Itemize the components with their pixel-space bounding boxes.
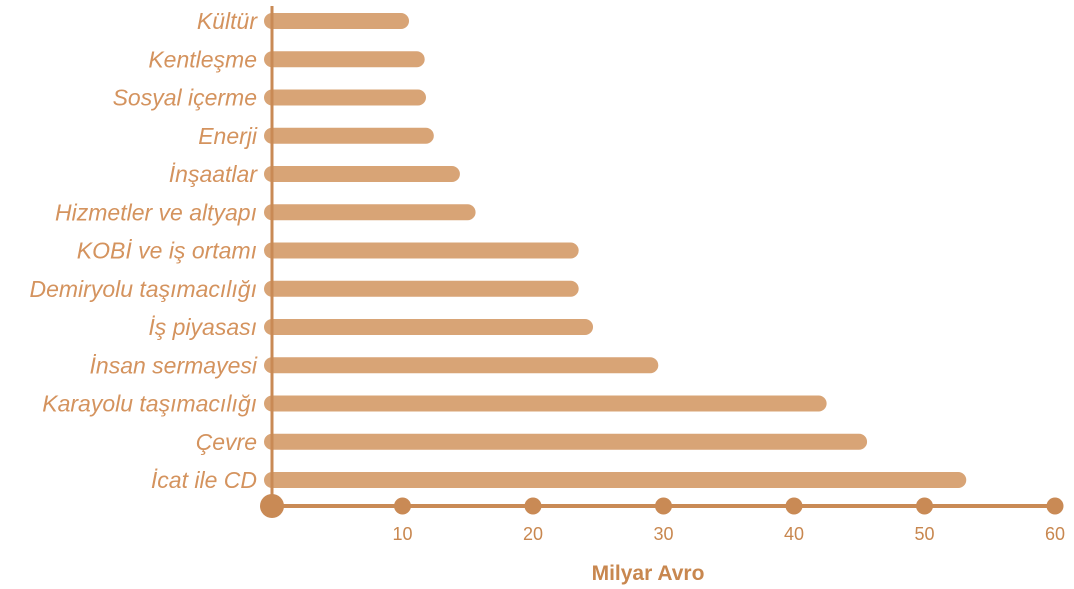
category-label: Enerji — [198, 123, 258, 149]
x-tick-marker — [916, 497, 933, 515]
category-label: İnşaatlar — [169, 161, 259, 187]
bars-group — [264, 13, 967, 488]
origin-marker — [260, 494, 284, 518]
x-tick-marker — [394, 497, 411, 515]
x-tick-marker — [785, 497, 803, 515]
x-tick-label: 40 — [784, 524, 804, 544]
x-tick-label: 20 — [523, 524, 543, 544]
category-label: İcat ile CD — [151, 467, 257, 493]
category-label: Kültür — [197, 8, 258, 34]
category-label: KOBİ ve iş ortamı — [77, 238, 257, 264]
x-tick-label: 10 — [392, 524, 412, 544]
x-axis-title: Milyar Avro — [592, 562, 705, 585]
category-label: Çevre — [196, 429, 257, 455]
category-label: Demiryolu taşımacılığı — [29, 276, 257, 302]
x-tick-marker — [1046, 497, 1064, 515]
category-label: Sosyal içerme — [113, 85, 257, 111]
x-tick-marker — [524, 497, 542, 515]
category-labels-group: Kültür Kentleşme Sosyal içerme Enerji İnşaat… — [29, 8, 258, 493]
x-ticks-group: 10 20 30 40 50 60 — [260, 494, 1065, 544]
category-label: Hizmetler ve altyapı — [55, 199, 257, 225]
category-label: Karayolu taşımacılığı — [42, 391, 257, 417]
category-label: İnsan sermayesi — [90, 352, 258, 378]
x-tick-label: 50 — [914, 524, 934, 544]
category-label: İş piyasası — [148, 314, 257, 340]
category-label: Kentleşme — [148, 46, 257, 72]
x-tick-label: 30 — [653, 524, 673, 544]
x-tick-marker — [655, 497, 672, 515]
x-tick-label: 60 — [1045, 524, 1065, 544]
